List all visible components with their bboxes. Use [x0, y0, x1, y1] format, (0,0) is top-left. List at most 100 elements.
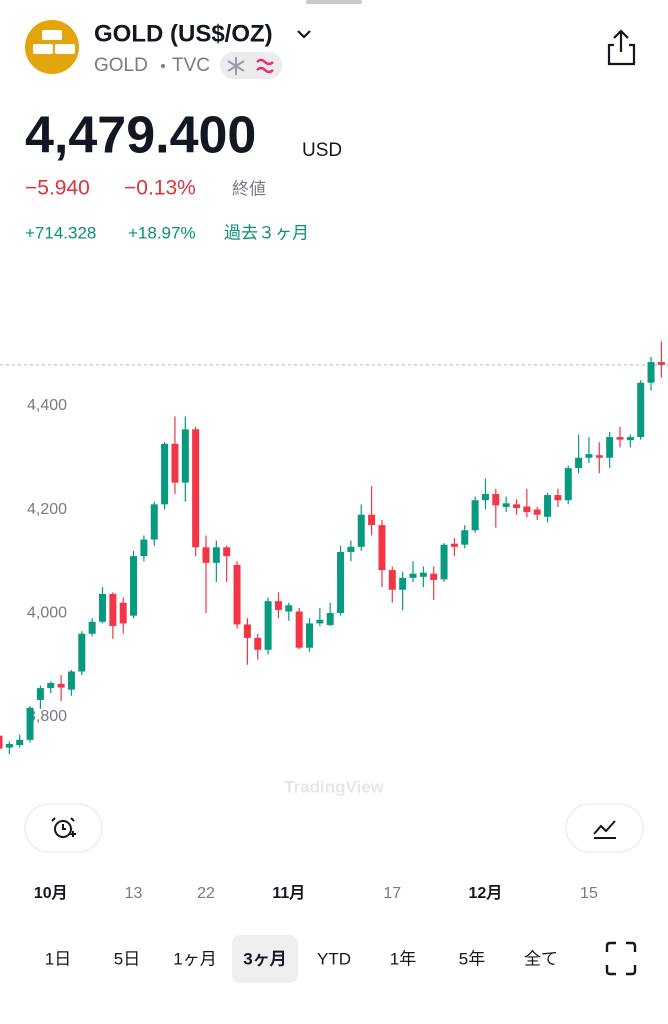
- candle-body: [637, 382, 645, 438]
- candle-body: [130, 556, 138, 616]
- x-tick-label: 22: [197, 885, 215, 902]
- candle-body: [347, 546, 355, 552]
- logo: [25, 20, 79, 74]
- x-tick-label: 11月: [272, 884, 305, 902]
- symbol-code: GOLD: [94, 55, 148, 76]
- range-button[interactable]: 1日: [45, 949, 71, 968]
- y-tick-label: 4,000: [27, 604, 67, 621]
- candle-body: [109, 593, 117, 626]
- candle-body: [554, 495, 562, 501]
- candle-body: [388, 570, 396, 590]
- candle-body: [171, 443, 179, 483]
- candle-body: [5, 743, 13, 748]
- candle-body: [254, 637, 262, 650]
- candle-body: [657, 362, 665, 365]
- x-tick-label: 13: [125, 885, 143, 902]
- range-button[interactable]: 5年: [459, 949, 485, 968]
- candle-body: [295, 611, 303, 648]
- candle-body: [264, 601, 272, 650]
- y-tick-label: 4,400: [27, 397, 67, 414]
- candle-body: [181, 429, 189, 483]
- candle-body: [368, 514, 376, 526]
- candle-body: [585, 454, 593, 458]
- candle-body: [202, 547, 210, 563]
- symbol-title[interactable]: GOLD (US$/OZ): [94, 20, 273, 47]
- candle-body: [26, 707, 34, 740]
- range-button[interactable]: 1年: [390, 949, 416, 968]
- candle-body: [575, 457, 583, 469]
- indicator-button[interactable]: [565, 803, 644, 853]
- fullscreen-button[interactable]: [605, 941, 637, 976]
- candle-body: [502, 503, 510, 507]
- candle-body: [78, 633, 86, 672]
- change-percent: −0.13%: [124, 177, 196, 200]
- candle-body: [419, 572, 427, 577]
- candle-body: [16, 739, 24, 746]
- candle-body: [140, 539, 148, 557]
- separator: [161, 64, 165, 68]
- x-tick-label: 17: [383, 885, 401, 902]
- candle-body: [595, 455, 603, 458]
- candle-body: [285, 605, 293, 612]
- candle-body: [306, 623, 313, 648]
- candle-body: [564, 468, 572, 501]
- price: 4,479.400: [25, 107, 256, 165]
- candle-body: [274, 601, 282, 610]
- range-button[interactable]: YTD: [317, 949, 351, 968]
- candle-body: [243, 624, 251, 638]
- candle-body: [212, 547, 220, 563]
- candle-body: [67, 671, 75, 690]
- candle-body: [533, 509, 541, 515]
- selected-range-bg: [232, 935, 298, 983]
- share-button[interactable]: [607, 29, 636, 66]
- candle-body: [36, 688, 44, 700]
- candle-body: [399, 577, 407, 590]
- range-button[interactable]: 全て: [524, 949, 558, 968]
- candle-body: [57, 683, 65, 688]
- candle-body: [326, 613, 334, 625]
- chart: 3,800 4,000 4,200 4,400: [0, 341, 668, 755]
- range-button[interactable]: 1ヶ月: [173, 949, 216, 968]
- alert-button[interactable]: [24, 803, 103, 853]
- candle-body: [461, 530, 469, 545]
- candle-body: [409, 573, 417, 578]
- x-tick-label: 15: [580, 885, 598, 902]
- candle-body: [626, 437, 634, 441]
- candle-body: [0, 735, 3, 749]
- status-pill[interactable]: [220, 52, 282, 79]
- candle-body: [88, 621, 96, 634]
- dropdown-chevron[interactable]: [297, 30, 311, 39]
- candle-body: [471, 500, 479, 531]
- candle-body: [99, 593, 106, 622]
- candle-body: [378, 525, 386, 571]
- x-tick-label: 12月: [469, 884, 503, 902]
- range-button[interactable]: 5日: [114, 949, 140, 968]
- candle-body: [192, 429, 200, 548]
- market-status: 終値: [232, 179, 266, 198]
- candle-body: [150, 504, 158, 540]
- y-tick-label: 3,800: [27, 708, 67, 725]
- candle-body: [430, 573, 438, 580]
- candle-body: [119, 602, 127, 624]
- candle-body: [450, 543, 458, 547]
- candle-body: [47, 682, 55, 689]
- candle-body: [606, 437, 614, 458]
- period-label: 過去３ヶ月: [224, 223, 309, 242]
- currency: USD: [302, 140, 342, 161]
- candle-body: [161, 443, 169, 505]
- candle-body: [233, 564, 241, 625]
- period-change: +714.328: [25, 223, 96, 242]
- watermark: TradingView: [284, 777, 385, 796]
- period-change-percent: +18.97%: [128, 223, 196, 242]
- candle-body: [544, 495, 552, 517]
- candle-body: [337, 551, 345, 614]
- change: −5.940: [25, 177, 90, 200]
- candle-body: [647, 362, 655, 383]
- candle-body: [513, 504, 520, 508]
- y-tick-label: 4,200: [27, 501, 67, 518]
- grabber: [306, 0, 362, 4]
- range-button[interactable]: 3ヶ月: [243, 949, 286, 968]
- candle-body: [523, 506, 531, 513]
